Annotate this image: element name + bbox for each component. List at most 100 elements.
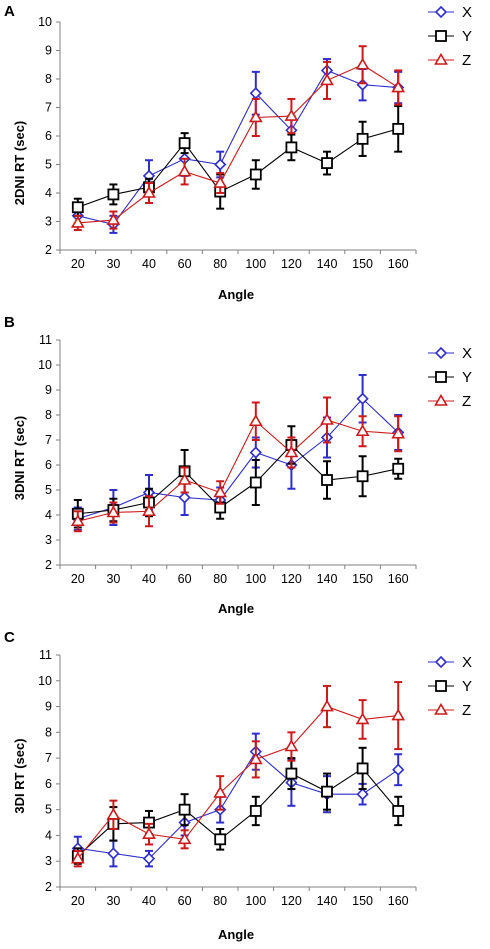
panel-b-series-y-point [356, 470, 369, 483]
panel-a-x-tick-label: 30 [106, 257, 120, 271]
panel-a-series-y-point [356, 132, 369, 145]
panel-b-y-tick-label: 2 [45, 558, 52, 572]
panel-a-y-tick-label: 7 [45, 101, 52, 115]
panel-b-x-tick-label: 160 [388, 572, 409, 586]
panel-c-series-y-point [321, 785, 333, 798]
panel-b-legend-marker [434, 346, 448, 360]
panel-a-series-z-point [320, 73, 334, 86]
panel-a-series-x [71, 58, 405, 234]
panel-c-x-tick-label: 150 [352, 894, 373, 908]
panel-a-series-z-line [77, 64, 399, 224]
panel-c-y-tick-label: 4 [45, 828, 52, 842]
panel-c-y-tick-label: 2 [45, 880, 52, 894]
panel-c-x-tick-label: 160 [388, 894, 409, 908]
panel-a-series-z-point [106, 212, 121, 225]
panel-a-x-tick-label: 140 [317, 257, 338, 271]
panel-b-legend-marker [435, 371, 447, 383]
panel-a-series-y-point [392, 122, 405, 135]
panel-b-legend-label: X [462, 345, 472, 362]
panel-a: A 2DNI RT (sec) Angle 2 3 4 5 6 7 8 9 10 20 30 40 60… [4, 3, 472, 302]
panel-a-x-tick-label: 160 [388, 257, 409, 271]
panel-a-series-y [71, 105, 405, 217]
panel-c-y-tick-label: 7 [45, 751, 52, 765]
panel-c-x-tick-label: 140 [317, 894, 338, 908]
panel-a-series-y-point [285, 141, 298, 154]
panel-b-series-z-point [284, 445, 299, 458]
panel-a-y-tick-label: 5 [45, 158, 52, 172]
panel-a-series-y-point [107, 188, 120, 201]
panel-b-y-axis-label: 3DNI RT (sec) [12, 416, 27, 501]
panel-b-series-y-line [77, 444, 399, 515]
panel-c-series-y-point [178, 803, 191, 816]
panel-b-y-tick-label: 10 [38, 358, 52, 372]
panel-b-legend-marker [434, 393, 448, 406]
panel-c-legend-marker [434, 655, 448, 669]
panel-a-y-axis-label: 2DNI RT (sec) [12, 121, 27, 206]
panel-b-series-x-point [249, 446, 262, 459]
panel-b-series-y-point [392, 462, 405, 475]
panel-b-legend-label: Y [462, 369, 472, 386]
panel-c-series-y-point [249, 805, 262, 817]
panel-c-x-tick-label: 60 [178, 894, 192, 908]
panel-b-series-x-point [356, 392, 369, 405]
panel-c-letter: C [4, 629, 15, 646]
panel-c-series-z-point [142, 827, 156, 839]
panel-c-x-tick-label: 30 [106, 894, 120, 908]
panel-c-series-x [71, 732, 405, 868]
panel-a-y-tick-label: 3 [45, 215, 52, 229]
panel-a-series-z-point [391, 80, 406, 93]
panel-b-x-tick-label: 40 [142, 572, 156, 586]
panel-c-series-y-point [214, 833, 227, 846]
panel-a-series-y-line [77, 128, 399, 208]
panel-b-series-z-point [248, 414, 263, 427]
panel-c-series-z [70, 681, 406, 868]
panel-c-series-y-point [285, 767, 298, 780]
panel-c-legend-marker [435, 680, 447, 692]
panel-c-legend-label: Z [462, 702, 471, 719]
panel-a-series-z-point [248, 110, 263, 123]
panel-c-series-z-point [284, 739, 299, 752]
panel-c-x-axis-label: Angle [218, 927, 254, 942]
panel-b-series-z [70, 396, 406, 533]
panel-b-y-tick-label: 5 [45, 483, 52, 497]
panel-a-y-tick-label: 2 [45, 243, 52, 257]
panel-c: C 3DI RT (sec) Angle 2 3 4 5 6 7 8 9 10 11 20 30 40 6… [4, 629, 472, 942]
panel-a-x-tick-label: 150 [352, 257, 373, 271]
panel-b-series-z-point [355, 424, 370, 437]
panel-c-x-tick-label: 20 [71, 894, 85, 908]
panel-a-series-z-point [355, 57, 370, 70]
panel-c-series-z-point [70, 851, 85, 864]
panel-a-series-z-point [213, 175, 228, 188]
panel-c-x-tick-label: 120 [281, 894, 302, 908]
panel-b-letter: B [4, 314, 15, 331]
panel-a-legend: XYZ [428, 4, 472, 69]
panel-b-series-z-point [177, 472, 192, 485]
panel-c-x-tick-label: 100 [245, 894, 266, 908]
panel-b-y-tick-label: 3 [45, 533, 52, 547]
panel-c-series-z-point [391, 708, 406, 721]
panel-c-series-z-point [320, 699, 334, 712]
panel-c-series-z-point [355, 712, 370, 725]
panel-b-x-tick-label: 60 [178, 572, 192, 586]
panel-a-series-z-point [142, 185, 156, 198]
panel-a-x-tick-label: 80 [213, 257, 227, 271]
panel-c-series-x-point [356, 788, 369, 801]
panel-a-legend-marker [435, 30, 447, 42]
panel-a-x-tick-label: 100 [245, 257, 266, 271]
panel-b-y-tick-label: 9 [45, 383, 52, 397]
panel-a-y-tick-label: 9 [45, 44, 52, 58]
panel-a-y-tick-label: 10 [38, 15, 52, 29]
panel-c-legend-label: Y [462, 678, 472, 695]
panel-c-series-y-line [77, 767, 399, 857]
panel-a-series-z [70, 45, 406, 232]
panel-c-x-tick-label: 40 [142, 894, 156, 908]
panel-a-series-y-point [178, 137, 191, 150]
panel-b-plot: 2 3 4 5 6 7 8 9 10 11 20 30 40 60 80 100 120 140 150 160 XYZ [38, 333, 472, 586]
panel-b-series-z-point [320, 412, 334, 425]
panel-b-x-axis-label: Angle [218, 601, 254, 616]
panel-b-y-tick-label: 4 [45, 508, 52, 522]
panel-a-legend-marker [434, 5, 448, 19]
panel-b-legend: XYZ [428, 345, 472, 410]
panel-c-series-z-line [77, 705, 399, 859]
